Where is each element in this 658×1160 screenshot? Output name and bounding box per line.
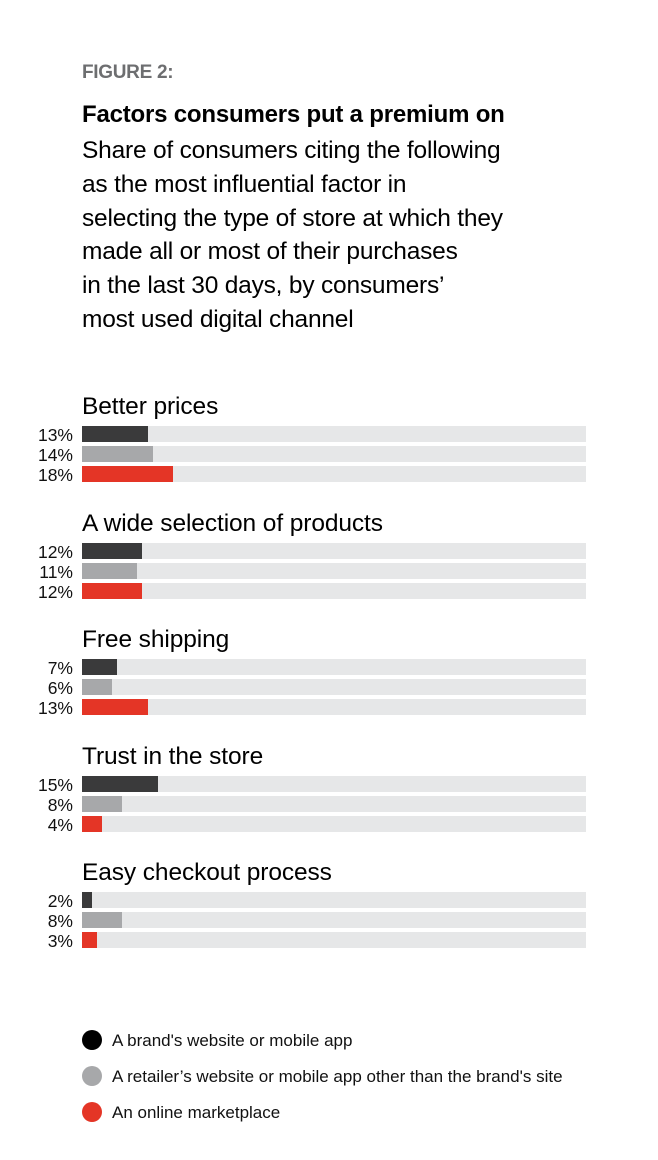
bar — [82, 776, 158, 792]
bar-track — [82, 543, 586, 559]
legend-dot-icon — [82, 1066, 102, 1086]
bar-track — [82, 796, 586, 812]
bar — [82, 932, 98, 948]
bar-row: 6% — [0, 678, 658, 698]
bar-row: 8% — [0, 911, 658, 931]
bar-row: 12% — [0, 582, 658, 602]
bar-track — [82, 816, 586, 832]
bar — [82, 679, 113, 695]
bar-row: 4% — [0, 815, 658, 835]
subtitle-line: made all or most of their purchases — [82, 238, 458, 266]
value-label: 2% — [47, 891, 73, 911]
legend-dot-icon — [82, 1102, 102, 1122]
bar-track — [82, 912, 586, 928]
subtitle-line: selecting the type of store at which the… — [82, 204, 503, 232]
bar — [82, 426, 148, 442]
bar — [82, 816, 103, 832]
bar-row: 13% — [0, 425, 658, 445]
bar-track — [82, 659, 586, 675]
bar-row: 14% — [0, 445, 658, 465]
bar — [82, 446, 153, 462]
group-title: Easy checkout process — [82, 859, 332, 886]
legend-label: An online marketplace — [112, 1103, 281, 1122]
value-label: 18% — [37, 465, 73, 485]
bar — [82, 563, 138, 579]
value-label: 7% — [47, 658, 73, 678]
bar — [82, 912, 123, 928]
bar-track — [82, 563, 586, 579]
bar-track — [82, 699, 586, 715]
bar-row: 18% — [0, 465, 658, 485]
group-title: Better prices — [82, 393, 219, 420]
subtitle-line: in the last 30 days, by consumers’ — [82, 272, 445, 300]
bar — [82, 699, 148, 715]
bar-row: 8% — [0, 795, 658, 815]
subtitle-line: as the most influential factor in — [82, 170, 407, 198]
chart-subtitle: Share of consumers citing the following … — [82, 134, 602, 337]
bar-row: 12% — [0, 542, 658, 562]
value-label: 15% — [37, 775, 73, 795]
bar — [82, 892, 93, 908]
chart-title: Factors consumers put a premium on — [82, 101, 505, 128]
bar-track — [82, 932, 586, 948]
bar-row: 11% — [0, 562, 658, 582]
bar-row: 3% — [0, 931, 658, 951]
legend-label: A brand's website or mobile app — [112, 1031, 353, 1050]
bar-track — [82, 776, 586, 792]
value-label: 3% — [47, 931, 73, 951]
bar-track — [82, 466, 586, 482]
value-label: 13% — [37, 698, 73, 718]
bar-row: 7% — [0, 658, 658, 678]
bar-track — [82, 426, 586, 442]
bar-track — [82, 892, 586, 908]
bar — [82, 583, 143, 599]
bar-track — [82, 679, 586, 695]
group-title: Free shipping — [82, 626, 230, 653]
legend-dot-icon — [82, 1030, 102, 1050]
group-title: Trust in the store — [82, 743, 264, 770]
bar — [82, 796, 123, 812]
bar-row: 15% — [0, 775, 658, 795]
value-label: 6% — [47, 678, 73, 698]
value-label: 4% — [47, 815, 73, 835]
value-label: 8% — [47, 795, 73, 815]
value-label: 11% — [39, 562, 73, 582]
bar — [82, 659, 118, 675]
bar-row: 13% — [0, 698, 658, 718]
value-label: 14% — [37, 445, 73, 465]
value-label: 8% — [47, 911, 73, 931]
value-label: 13% — [37, 425, 73, 445]
value-label: 12% — [37, 582, 73, 602]
legend-label: A retailer’s website or mobile app other… — [112, 1067, 563, 1086]
bar-track — [82, 583, 586, 599]
figure-label: FIGURE 2: — [82, 62, 174, 83]
bar — [82, 543, 143, 559]
subtitle-line: Share of consumers citing the following — [82, 137, 501, 164]
bar-track — [82, 446, 586, 462]
bar — [82, 466, 173, 482]
bar-row: 2% — [0, 891, 658, 911]
value-label: 12% — [37, 542, 73, 562]
subtitle-line: most used digital channel — [82, 305, 354, 333]
group-title: A wide selection of products — [82, 510, 383, 537]
